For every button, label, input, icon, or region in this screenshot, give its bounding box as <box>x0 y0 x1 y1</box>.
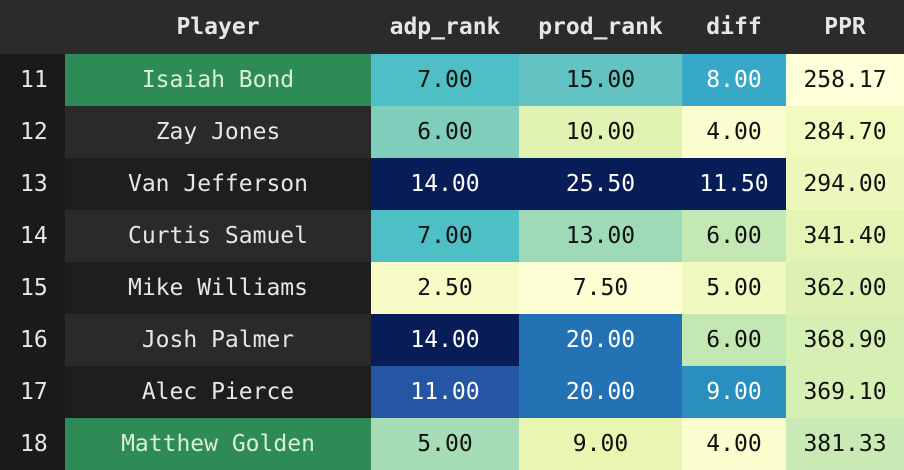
player-cell: Mike Williams <box>127 275 308 301</box>
row-index: 12 <box>0 106 65 158</box>
value-cell: 4.00 <box>682 106 786 158</box>
value-cell: 381.33 <box>786 418 904 470</box>
value-cell: 6.00 <box>371 106 519 158</box>
row-index: 14 <box>0 210 65 262</box>
table-row: 15 Mike Williams 2.50 7.50 5.00 362.00 <box>0 262 904 314</box>
row-index: 16 <box>0 314 65 366</box>
row-index: 13 <box>0 158 65 210</box>
row-index: 15 <box>0 262 65 314</box>
table-row: 13 Van Jefferson 14.00 25.50 11.50 294.00 <box>0 158 904 210</box>
value-cell: 5.00 <box>371 418 519 470</box>
value-cell: 5.00 <box>682 262 786 314</box>
value-cell: 14.00 <box>371 158 519 210</box>
value-cell: 362.00 <box>786 262 904 314</box>
value-cell: 294.00 <box>786 158 904 210</box>
player-cell: Zay Jones <box>155 119 281 145</box>
value-cell: 7.50 <box>519 262 682 314</box>
column-header: adp_rank <box>371 0 519 54</box>
value-cell: 11.50 <box>682 158 786 210</box>
value-cell: 13.00 <box>519 210 682 262</box>
row-index: 17 <box>0 366 65 418</box>
player-cell: Josh Palmer <box>141 327 295 353</box>
value-cell: 7.00 <box>371 210 519 262</box>
table-row: 17 Alec Pierce 11.00 20.00 9.00 369.10 <box>0 366 904 418</box>
value-cell: 7.00 <box>371 54 519 106</box>
value-cell: 25.50 <box>519 158 682 210</box>
player-cell: Isaiah Bond <box>65 54 371 106</box>
row-index: 18 <box>0 418 65 470</box>
header-row: Player adp_rank prod_rank diff PPR <box>0 0 904 54</box>
player-cell: Alec Pierce <box>141 379 295 405</box>
player-cell: Van Jefferson <box>127 171 308 197</box>
value-cell: 14.00 <box>371 314 519 366</box>
value-cell: 20.00 <box>519 366 682 418</box>
row-index: 11 <box>0 54 65 106</box>
value-cell: 284.70 <box>786 106 904 158</box>
value-cell: 9.00 <box>519 418 682 470</box>
player-cell: Curtis Samuel <box>127 223 308 249</box>
value-cell: 20.00 <box>519 314 682 366</box>
table-row: 18 Matthew Golden 5.00 9.00 4.00 381.33 <box>0 418 904 470</box>
column-header: diff <box>682 0 786 54</box>
table-row: 11 Isaiah Bond 7.00 15.00 8.00 258.17 <box>0 54 904 106</box>
table-row: 14 Curtis Samuel 7.00 13.00 6.00 341.40 <box>0 210 904 262</box>
value-cell: 6.00 <box>682 210 786 262</box>
table-row: 12 Zay Jones 6.00 10.00 4.00 284.70 <box>0 106 904 158</box>
index-header <box>0 0 65 54</box>
value-cell: 369.10 <box>786 366 904 418</box>
table-row: 16 Josh Palmer 14.00 20.00 6.00 368.90 <box>0 314 904 366</box>
value-cell: 9.00 <box>682 366 786 418</box>
value-cell: 341.40 <box>786 210 904 262</box>
value-cell: 2.50 <box>371 262 519 314</box>
value-cell: 6.00 <box>682 314 786 366</box>
value-cell: 10.00 <box>519 106 682 158</box>
player-cell: Matthew Golden <box>65 418 371 470</box>
column-header: PPR <box>786 0 904 54</box>
value-cell: 258.17 <box>786 54 904 106</box>
value-cell: 15.00 <box>519 54 682 106</box>
value-cell: 8.00 <box>682 54 786 106</box>
value-cell: 11.00 <box>371 366 519 418</box>
value-cell: 4.00 <box>682 418 786 470</box>
column-header: Player <box>65 0 371 54</box>
value-cell: 368.90 <box>786 314 904 366</box>
column-header: prod_rank <box>519 0 682 54</box>
